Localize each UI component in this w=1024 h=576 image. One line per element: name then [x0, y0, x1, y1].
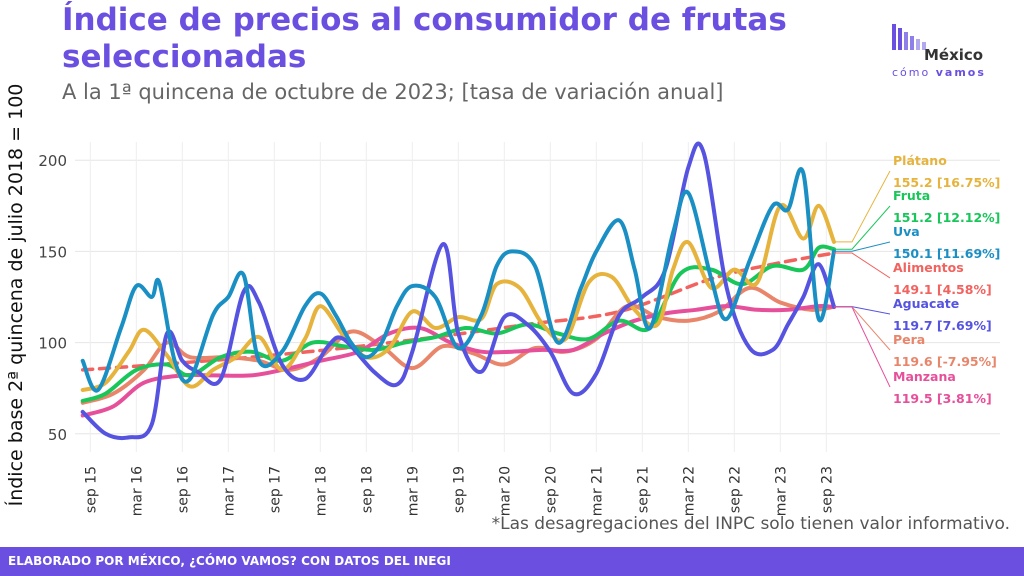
x-tick-label: sep 19	[451, 466, 467, 513]
label-leader-line	[834, 205, 891, 250]
series-line-manzana	[80, 304, 836, 418]
series-value-label: 149.1 [4.58%]	[893, 282, 992, 297]
series-name-label: Plátano	[893, 153, 947, 168]
series-value-label: 150.1 [11.69%]	[893, 246, 1000, 261]
series-name-label: Manzana	[893, 369, 956, 384]
x-tick-label: sep 18	[359, 466, 375, 513]
series-value-label: 119.6 [-7.95%]	[893, 354, 997, 369]
x-tick-label: sep 20	[543, 466, 559, 513]
x-tick-label: sep 16	[175, 466, 191, 513]
footer-bar: ELABORADO POR MÉXICO, ¿CÓMO VAMOS? CON D…	[0, 547, 1024, 576]
page-title: Índice de precios al consumidor de fruta…	[62, 2, 787, 75]
x-tick-label: mar 18	[313, 466, 329, 516]
series-name-label: Alimentos	[893, 260, 964, 275]
page-subtitle: A la 1ª quincena de octubre de 2023; [ta…	[62, 80, 724, 104]
series-value-label: 119.7 [7.69%]	[893, 318, 992, 333]
x-tick-label: sep 15	[83, 466, 99, 513]
x-tick-label: mar 20	[497, 466, 513, 516]
y-tick-label: 100	[38, 335, 67, 353]
x-tick-label: mar 23	[773, 466, 789, 516]
footer-text: ELABORADO POR MÉXICO, ¿CÓMO VAMOS? CON D…	[8, 554, 451, 568]
x-tick-label: mar 19	[405, 466, 421, 516]
series-line-aguacate	[80, 141, 836, 441]
logo-word-mexico: México	[924, 46, 984, 64]
label-leader-line	[834, 241, 891, 252]
x-tick-label: sep 17	[267, 466, 283, 513]
y-axis: 50 100 150 200	[38, 152, 67, 444]
label-leader-line	[834, 252, 891, 279]
series-line-uva	[80, 167, 836, 393]
y-tick-label: 50	[48, 426, 67, 444]
series-value-label: 119.5 [3.81%]	[893, 391, 992, 406]
y-tick-label: 150	[38, 243, 67, 261]
x-tick-label: sep 21	[635, 466, 651, 513]
x-tick-label: mar 21	[589, 466, 605, 516]
series-name-label: Fruta	[893, 188, 930, 203]
x-tick-label: sep 23	[819, 466, 835, 513]
series-name-label: Pera	[893, 332, 925, 347]
footnote: *Las desagregaciones del INPC solo tiene…	[491, 514, 1010, 534]
bar-pattern-icon	[892, 24, 926, 50]
series-value-label: 151.2 [12.12%]	[893, 210, 1000, 225]
series-line-plátano	[80, 203, 836, 392]
series-name-label: Aguacate	[893, 296, 959, 311]
x-tick-label: sep 22	[727, 466, 743, 513]
x-tick-label: mar 16	[129, 466, 145, 516]
x-tick-label: mar 22	[681, 466, 697, 516]
series-labels: Plátano 155.2 [16.75%]Fruta 151.2 [12.12%]…	[834, 153, 1000, 406]
x-tick-label: mar 17	[221, 466, 237, 516]
series-name-label: Uva	[893, 224, 920, 239]
label-leader-line	[834, 170, 891, 243]
label-leader-line	[834, 306, 891, 388]
y-tick-label: 200	[38, 152, 67, 170]
series-value-label: 155.2 [16.75%]	[893, 175, 1000, 190]
chart-grid	[75, 142, 1000, 452]
series-lines	[80, 141, 836, 441]
logo-word-como-vamos: cómo vamos	[892, 66, 986, 79]
label-leader-line	[834, 306, 891, 315]
mexico-como-vamos-logo: México cómo vamos	[890, 22, 1005, 86]
x-axis: sep 15 mar 16 sep 16 mar 17 sep 17 mar 18 sep …	[83, 466, 835, 516]
y-axis-label: Índice base 2ª quincena de julio 2018 = …	[4, 84, 27, 507]
